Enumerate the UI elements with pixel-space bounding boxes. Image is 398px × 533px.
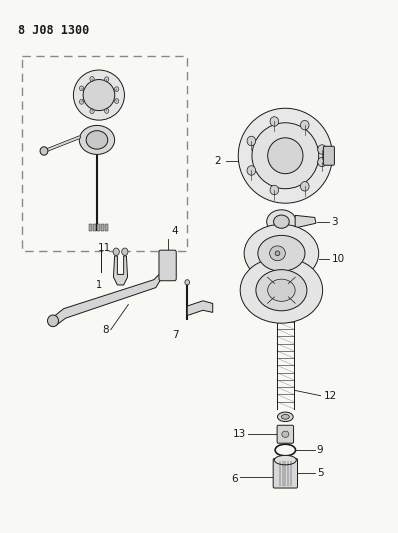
Ellipse shape: [80, 100, 84, 104]
Ellipse shape: [247, 166, 256, 175]
Bar: [97, 224, 100, 231]
Ellipse shape: [274, 455, 297, 465]
Text: 3: 3: [332, 217, 338, 227]
Ellipse shape: [318, 157, 326, 167]
Ellipse shape: [300, 182, 309, 191]
Text: 7: 7: [172, 330, 179, 340]
Ellipse shape: [247, 136, 256, 146]
Ellipse shape: [269, 246, 285, 261]
Ellipse shape: [115, 87, 119, 92]
Ellipse shape: [244, 224, 319, 282]
Ellipse shape: [90, 77, 94, 81]
Ellipse shape: [300, 120, 309, 130]
Text: 13: 13: [233, 429, 246, 439]
Polygon shape: [54, 265, 168, 326]
Text: 11: 11: [98, 243, 111, 253]
Polygon shape: [187, 301, 213, 316]
Ellipse shape: [122, 248, 128, 255]
Ellipse shape: [252, 123, 319, 189]
Ellipse shape: [40, 147, 48, 155]
Text: 8: 8: [102, 325, 109, 335]
Ellipse shape: [277, 412, 293, 422]
Ellipse shape: [318, 145, 326, 154]
Ellipse shape: [270, 185, 279, 195]
Ellipse shape: [105, 109, 109, 114]
FancyBboxPatch shape: [273, 458, 297, 488]
Text: 4: 4: [172, 227, 178, 237]
Ellipse shape: [268, 138, 303, 174]
Ellipse shape: [113, 248, 119, 255]
Text: 2: 2: [214, 156, 220, 166]
Ellipse shape: [268, 279, 295, 301]
Ellipse shape: [47, 315, 59, 327]
Polygon shape: [113, 256, 128, 285]
Text: 12: 12: [324, 391, 337, 401]
Ellipse shape: [238, 108, 332, 203]
Ellipse shape: [86, 131, 108, 149]
Bar: [101, 224, 103, 231]
Ellipse shape: [282, 431, 289, 438]
Ellipse shape: [270, 117, 279, 126]
Bar: [89, 224, 92, 231]
Ellipse shape: [115, 99, 119, 103]
Ellipse shape: [281, 415, 289, 419]
Ellipse shape: [83, 79, 115, 111]
Text: 1: 1: [96, 280, 102, 290]
Text: 6: 6: [232, 473, 238, 483]
FancyBboxPatch shape: [324, 146, 334, 165]
Text: 8 J08 1300: 8 J08 1300: [18, 24, 90, 37]
FancyBboxPatch shape: [277, 425, 294, 443]
Ellipse shape: [79, 125, 115, 155]
Text: 5: 5: [317, 469, 323, 478]
Bar: [105, 224, 107, 231]
Ellipse shape: [273, 215, 289, 228]
FancyBboxPatch shape: [159, 250, 176, 281]
Ellipse shape: [105, 77, 109, 82]
Ellipse shape: [267, 210, 296, 233]
Ellipse shape: [90, 109, 94, 114]
Ellipse shape: [185, 280, 189, 285]
Ellipse shape: [258, 236, 305, 271]
Text: 10: 10: [332, 254, 345, 264]
Text: 9: 9: [317, 445, 323, 455]
Bar: [93, 224, 96, 231]
Polygon shape: [295, 215, 316, 228]
Ellipse shape: [275, 251, 280, 256]
Ellipse shape: [256, 270, 307, 311]
Ellipse shape: [73, 70, 125, 120]
Ellipse shape: [80, 86, 84, 91]
Ellipse shape: [240, 257, 323, 323]
